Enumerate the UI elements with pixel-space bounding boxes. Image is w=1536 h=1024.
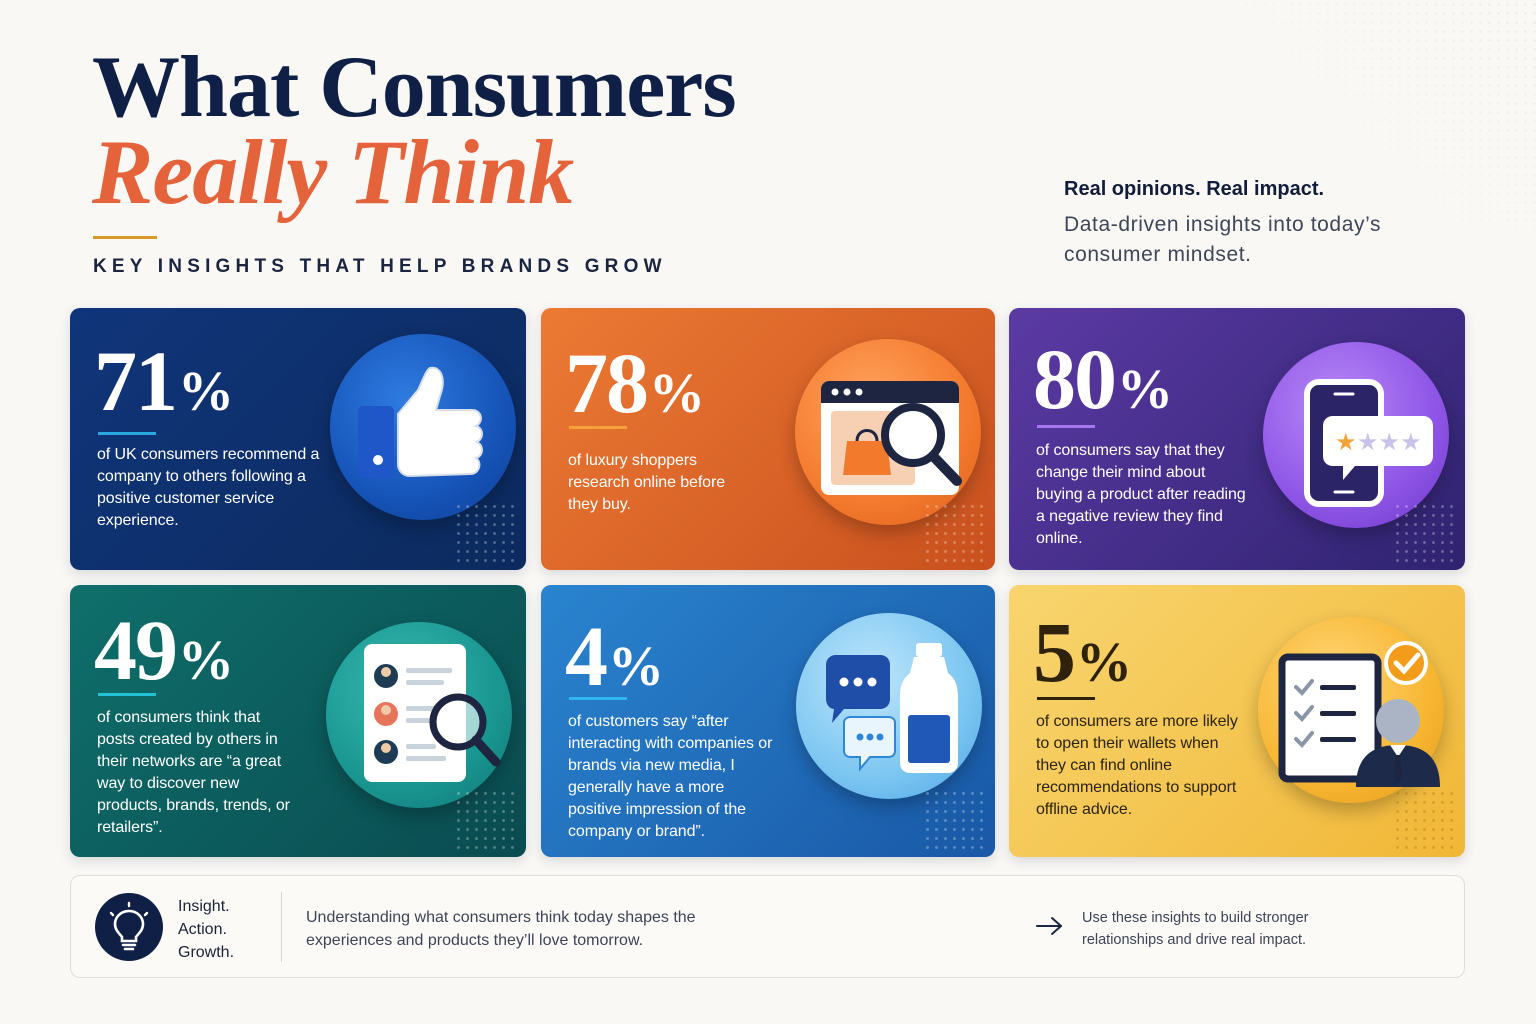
stat-description: of consumers say that they change their …: [1036, 442, 1246, 547]
decorative-dots: [454, 502, 518, 562]
page-title-line-2: Really Think: [92, 121, 574, 223]
stat-number: 49: [94, 602, 178, 698]
stat-number: 78: [565, 335, 649, 431]
stat-card-80: 80% of consumers say that they change th…: [1009, 308, 1465, 570]
lightbulb-icon: [95, 893, 163, 961]
stat-value: 71%: [94, 336, 234, 437]
stat-underline: [569, 426, 627, 429]
arrow-right-icon: [1036, 917, 1062, 935]
stat-card-5: 5% of consumers are more likely to open …: [1009, 585, 1465, 857]
stat-card-71: 71% of UK consumers recommend a company …: [70, 308, 526, 570]
stat-value: 78%: [565, 338, 705, 439]
stat-unit: %: [1117, 359, 1173, 421]
stat-unit: %: [178, 630, 234, 692]
banner-call-to-action: Use these insights to build stronger rel…: [1082, 910, 1309, 948]
stat-number: 4: [565, 608, 608, 704]
stat-card-4: 4% of customers say “after interacting w…: [541, 585, 995, 857]
thumbs-up-icon: [330, 334, 516, 520]
profile-search-icon: [326, 622, 512, 808]
decorative-dot-pattern: [1206, 0, 1536, 230]
stat-value: 5%: [1033, 607, 1132, 708]
browser-search-icon: [795, 339, 981, 525]
title-underline: [93, 236, 157, 239]
stat-underline: [98, 432, 156, 435]
motto-line: Insight.: [178, 898, 230, 915]
motto-line: Action.: [178, 921, 227, 938]
summary-banner: Insight. Action. Growth. Understanding w…: [70, 875, 1465, 978]
stat-description: of luxury shoppers research online befor…: [568, 452, 726, 513]
advisor-checklist-icon: [1258, 617, 1444, 803]
chat-bottle-icon: [796, 613, 982, 799]
stat-value: 80%: [1033, 334, 1173, 435]
banner-divider: [281, 892, 282, 962]
page-title-line-1: What Consumers: [92, 39, 737, 136]
stat-description: of customers say “after interacting with…: [568, 713, 773, 840]
tagline-description: Data-driven insights into today’s consum…: [1064, 213, 1382, 266]
stat-unit: %: [608, 636, 664, 698]
svg-text:★★★: ★★★: [1357, 428, 1422, 456]
stat-unit: %: [649, 363, 705, 425]
page-subtitle: KEY INSIGHTS THAT HELP BRANDS GROW: [93, 256, 667, 277]
stat-underline: [1037, 425, 1095, 428]
stat-number: 71: [94, 333, 178, 429]
decorative-dots: [923, 502, 987, 562]
phone-review-icon: ★ ★★★: [1263, 342, 1449, 528]
motto: Insight. Action. Growth.: [178, 895, 234, 964]
stat-card-78: 78% of luxury shoppers research online b…: [541, 308, 995, 570]
stat-description: of UK consumers recommend a company to o…: [97, 446, 320, 529]
decorative-dots: [1393, 789, 1457, 849]
stat-description: of consumers think that posts created by…: [97, 709, 290, 836]
stat-value: 4%: [565, 611, 664, 712]
motto-line: Growth.: [178, 944, 235, 961]
decorative-dots: [923, 789, 987, 849]
stat-number: 80: [1033, 331, 1117, 427]
decorative-dots: [1393, 502, 1457, 562]
stat-unit: %: [1076, 632, 1132, 694]
stat-underline: [1037, 697, 1095, 700]
stat-underline: [569, 697, 627, 700]
stat-card-49: 49% of consumers think that posts create…: [70, 585, 526, 857]
tagline: Real opinions. Real impact.: [1064, 178, 1325, 200]
stat-underline: [98, 693, 156, 696]
decorative-dots: [454, 789, 518, 849]
stat-number: 5: [1033, 604, 1076, 700]
svg-text:★: ★: [1335, 428, 1357, 456]
banner-text: Understanding what consumers think today…: [306, 909, 696, 949]
stat-unit: %: [178, 361, 234, 423]
stat-description: of consumers are more likely to open the…: [1036, 713, 1238, 818]
stat-value: 49%: [94, 605, 234, 706]
